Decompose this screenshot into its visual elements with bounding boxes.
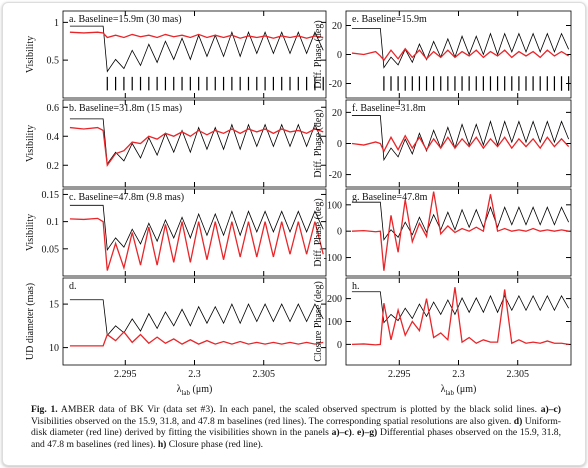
series-line: [351, 28, 569, 69]
y-axis-label: Visibility: [25, 214, 36, 251]
series-line: [351, 191, 569, 271]
x-tick-label: 2.3: [452, 369, 465, 380]
series-line: [69, 330, 324, 347]
caption-text: h): [157, 438, 167, 450]
series-line: [351, 201, 569, 241]
y-tick-label: 0.05: [42, 244, 60, 255]
y-tick-label: 0.1: [47, 217, 60, 228]
series-line: [69, 126, 324, 167]
y-tick-label: 20: [332, 108, 342, 119]
x-tick-label: 2.305: [506, 369, 529, 380]
panel-label: h.: [352, 281, 360, 292]
panel-frame: [345, 277, 572, 366]
y-tick-label: -20: [329, 79, 342, 90]
y-axis-label: Visibility: [25, 36, 36, 73]
series-line: [69, 204, 324, 252]
figure: 0.5 1 Visibility a. Baseline=15.9m (30 mas)…: [25, 10, 572, 397]
y-tick-label: 0: [337, 139, 342, 150]
series-line: [69, 217, 324, 271]
caption-text: Closure phase (red line).: [166, 438, 264, 450]
series-line: [351, 287, 569, 346]
y-axis-label: Diff. Phase (deg): [313, 20, 324, 88]
y-axis-label: Closure Phase (deg): [313, 281, 324, 362]
x-tick-label: 2.3: [188, 369, 201, 380]
caption-text: Differential phases observed on the 15.9…: [31, 427, 561, 450]
panel-label: e. Baseline=15.9m: [352, 14, 427, 25]
x-axis-label-unit: (μm): [454, 384, 476, 395]
caption-text: Visibilities observed on the 15.9, 31.8,…: [31, 415, 514, 427]
caption: Fig. 1. AMBER data of BK Vir (data set #…: [31, 404, 561, 450]
series-line: [69, 118, 324, 165]
series-line: [69, 25, 324, 73]
y-tick-label: 10: [49, 343, 59, 354]
y-tick-label: 20: [332, 21, 342, 32]
caption-text: .: [351, 427, 358, 439]
y-tick-label: 100: [327, 200, 342, 211]
caption-text: Uniform-disk diameter (red line) derived…: [31, 415, 561, 439]
series-line: [351, 291, 569, 324]
y-tick-label: 100: [327, 317, 342, 328]
x-axis-label-subscript: lab: [181, 389, 190, 397]
y-axis-label: Diff. Phase (deg): [313, 198, 324, 266]
panel-frame: [62, 277, 327, 366]
y-tick-label: 15: [49, 300, 59, 311]
y-axis-label: UD diameter (mas): [25, 283, 36, 360]
caption-text: AMBER data of BK Vir (data set #3). In e…: [57, 404, 541, 415]
y-tick-label: 1: [54, 18, 59, 29]
y-tick-label: 0.15: [42, 190, 60, 201]
y-tick-label: -100: [324, 253, 342, 264]
y-tick-label: 0.6: [47, 103, 60, 114]
panel-label: b. Baseline=31.8m (15 mas): [69, 103, 182, 114]
caption-text: a)–c): [331, 427, 352, 439]
caption-text: Fig. 1.: [31, 404, 58, 415]
series-line: [69, 31, 324, 39]
x-axis-label-symbol: λ: [441, 384, 446, 395]
x-tick-label: 2.295: [114, 369, 137, 380]
x-axis-label-symbol: λ: [177, 384, 182, 395]
y-axis-label: Visibility: [25, 125, 36, 162]
panel-label: d.: [69, 281, 77, 292]
y-axis-label: Diff. Phase (deg): [313, 109, 324, 177]
y-tick-label: 0: [337, 340, 342, 351]
series-line: [351, 115, 570, 162]
y-tick-label: 200: [327, 294, 342, 305]
x-tick-label: 2.295: [388, 369, 411, 380]
y-tick-label: 0.2: [47, 161, 60, 172]
series-line: [69, 299, 324, 337]
caption-text: d): [513, 415, 523, 427]
x-tick-label: 2.305: [252, 369, 275, 380]
x-axis-label: λlab (μm): [177, 384, 213, 397]
panel-label: g. Baseline=47.8m: [352, 192, 428, 203]
x-axis-label-subscript: lab: [445, 389, 454, 397]
series-line: [351, 47, 569, 62]
y-tick-label: 0: [337, 50, 342, 61]
x-axis-label: λlab (μm): [441, 384, 477, 397]
y-tick-label: -20: [329, 170, 342, 181]
panel-label: f. Baseline=31.8m: [352, 103, 426, 114]
y-tick-label: 0.4: [47, 132, 60, 143]
y-tick-label: 0.5: [47, 56, 60, 67]
y-tick-label: 0: [337, 227, 342, 238]
caption-text: e)–g): [357, 427, 378, 439]
panel-label: c. Baseline=47.8m (9.8 mas): [69, 192, 184, 203]
panel-label: a. Baseline=15.9m (30 mas): [69, 14, 182, 25]
x-axis-label-unit: (μm): [190, 384, 212, 395]
caption-text: a)–c): [540, 404, 561, 415]
series-line: [351, 134, 570, 153]
